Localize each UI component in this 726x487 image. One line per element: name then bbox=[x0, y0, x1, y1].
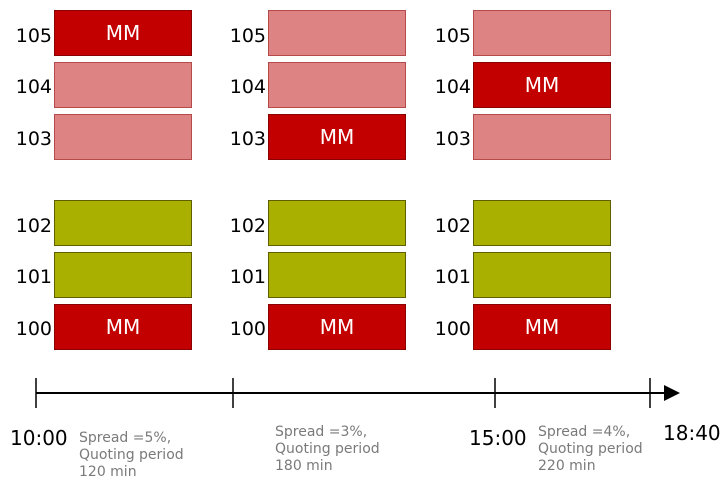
time-label-mid: 15:00 bbox=[469, 426, 527, 450]
price-level-label: 100 bbox=[229, 318, 266, 340]
period-note-2: Spread =3%, Quoting period 180 min bbox=[275, 424, 380, 475]
quote-box bbox=[473, 114, 611, 160]
price-level-label: 101 bbox=[434, 266, 471, 288]
time-label-end: 18:40 bbox=[663, 421, 721, 445]
quoting-period-text: Quoting period bbox=[275, 441, 380, 457]
quote-box bbox=[473, 10, 611, 56]
period-note-1: Spread =5%, Quoting period 120 min bbox=[79, 430, 184, 481]
price-level-label: 100 bbox=[15, 318, 52, 340]
price-level-label: 104 bbox=[15, 76, 52, 98]
quote-label: MM bbox=[105, 21, 141, 45]
quote-box bbox=[268, 62, 406, 108]
period-note-3: Spread =4%, Quoting period 220 min bbox=[538, 424, 643, 475]
quote-box bbox=[268, 10, 406, 56]
price-level-label: 103 bbox=[15, 128, 52, 150]
price-level-label: 100 bbox=[434, 318, 471, 340]
price-level-label: 105 bbox=[229, 25, 266, 47]
spread-text: Spread =3%, bbox=[275, 424, 368, 440]
quote-label: MM bbox=[105, 315, 141, 339]
duration-text: 220 min bbox=[538, 458, 596, 474]
quoting-period-text: Quoting period bbox=[79, 447, 184, 463]
price-level-label: 105 bbox=[434, 25, 471, 47]
quote-box bbox=[54, 200, 192, 246]
quote-box bbox=[54, 252, 192, 298]
quote-box: MM bbox=[473, 304, 611, 350]
quote-box bbox=[268, 252, 406, 298]
quote-box bbox=[473, 200, 611, 246]
quote-label: MM bbox=[319, 125, 355, 149]
quote-box: MM bbox=[268, 304, 406, 350]
quote-box: MM bbox=[54, 304, 192, 350]
quote-box bbox=[268, 200, 406, 246]
price-level-label: 105 bbox=[15, 25, 52, 47]
quote-label: MM bbox=[319, 315, 355, 339]
price-level-label: 101 bbox=[15, 266, 52, 288]
quote-label: MM bbox=[524, 73, 560, 97]
quote-box bbox=[473, 252, 611, 298]
arrow-right-icon bbox=[664, 385, 680, 401]
price-level-label: 104 bbox=[229, 76, 266, 98]
quote-box: MM bbox=[54, 10, 192, 56]
quote-box bbox=[54, 62, 192, 108]
duration-text: 120 min bbox=[79, 464, 137, 480]
time-label-start: 10:00 bbox=[10, 426, 68, 450]
quote-label: MM bbox=[524, 315, 560, 339]
quote-box: MM bbox=[268, 114, 406, 160]
price-level-label: 102 bbox=[434, 215, 471, 237]
duration-text: 180 min bbox=[275, 458, 333, 474]
price-level-label: 103 bbox=[229, 128, 266, 150]
price-level-label: 104 bbox=[434, 76, 471, 98]
quote-box: MM bbox=[473, 62, 611, 108]
quote-box bbox=[54, 114, 192, 160]
price-level-label: 101 bbox=[229, 266, 266, 288]
price-level-label: 102 bbox=[229, 215, 266, 237]
quoting-period-text: Quoting period bbox=[538, 441, 643, 457]
price-level-label: 103 bbox=[434, 128, 471, 150]
spread-text: Spread =4%, bbox=[538, 424, 631, 440]
spread-text: Spread =5%, bbox=[79, 430, 172, 446]
price-level-label: 102 bbox=[15, 215, 52, 237]
